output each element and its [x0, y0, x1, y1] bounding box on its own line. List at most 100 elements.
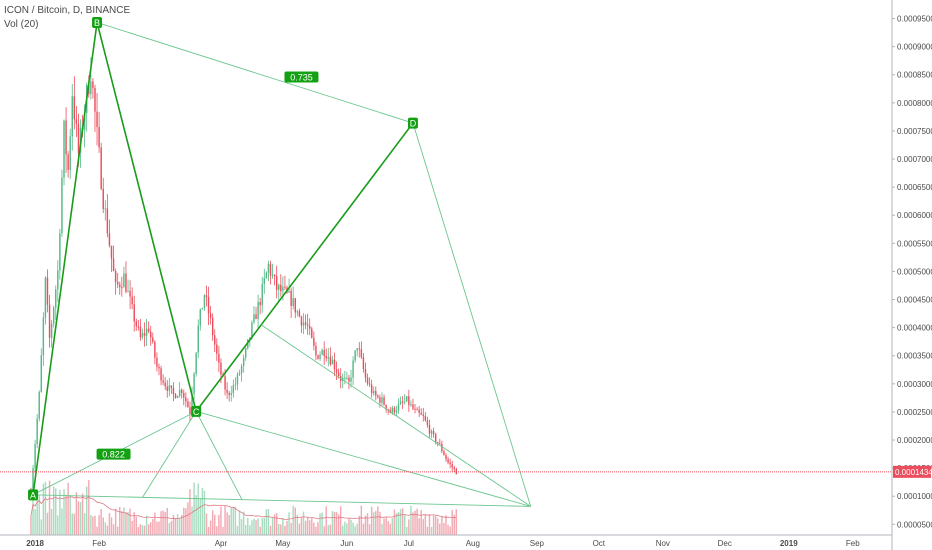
candle-body [379, 397, 381, 403]
candle-body [121, 287, 123, 289]
volume-bar [123, 507, 125, 535]
volume-bar [249, 525, 251, 535]
candle-body [432, 431, 435, 435]
x-tick-label: Apr [215, 539, 228, 548]
volume-bar [94, 515, 96, 535]
volume-bar [422, 519, 425, 535]
volume-bar [216, 526, 218, 535]
volume-bar [387, 520, 389, 535]
volume-bar [445, 515, 447, 535]
candle-body [36, 418, 38, 444]
volume-bar [199, 498, 202, 535]
projection-line-c [196, 410, 531, 507]
candle-body [38, 392, 40, 419]
volume-bar [218, 514, 220, 535]
candle-body [356, 348, 358, 351]
volume-bar [88, 480, 90, 535]
volume-bar [71, 513, 73, 535]
volume-bar [114, 508, 117, 535]
volume-bar [331, 511, 334, 535]
candle-body [259, 301, 261, 306]
candle-body [191, 394, 193, 415]
candle-body [207, 296, 210, 314]
volume-bar [428, 514, 431, 535]
volume-bar [36, 489, 38, 535]
candle-body [116, 281, 119, 285]
candle-body [172, 387, 175, 395]
volume-bar [296, 514, 299, 535]
candle-body [261, 283, 263, 306]
volume-bar [360, 505, 363, 535]
candle-body [236, 374, 239, 385]
symbol-label[interactable]: ICON / Bitcoin, D, BINANCE [4, 5, 131, 16]
candle-body [34, 443, 36, 469]
candle-body [381, 397, 383, 403]
candle-body [255, 314, 257, 320]
volume-bar [228, 514, 230, 535]
volume-bar [242, 511, 245, 535]
candle-body [75, 119, 78, 124]
candle-body [244, 348, 247, 358]
volume-bar [403, 515, 406, 535]
volume-bar [263, 517, 266, 535]
volume-bars [30, 480, 458, 535]
volume-bar [176, 513, 179, 535]
candle-body [119, 284, 121, 288]
x-tick-label: Sep [530, 539, 545, 548]
candle-body [224, 376, 226, 390]
candle-body [393, 407, 396, 413]
volume-bar [362, 523, 365, 535]
volume-bar [290, 522, 292, 535]
volume-bar [426, 526, 429, 535]
volume-bar [350, 519, 352, 535]
volume-bar [46, 512, 49, 535]
y-tick-label: 0.0005500 [897, 239, 932, 248]
y-tick-label: 0.0002500 [897, 408, 932, 417]
candle-body [323, 349, 325, 357]
volume-bar [73, 513, 76, 535]
candle-body [437, 442, 439, 444]
volume-bar [410, 505, 412, 535]
candle-body [373, 390, 375, 394]
point-label-d-text: D [410, 119, 417, 129]
volume-bar [337, 514, 340, 535]
volume-bar [102, 517, 104, 535]
candle-body [42, 317, 45, 356]
y-tick-label: 0.0008000 [897, 99, 932, 108]
volume-bar [302, 511, 305, 535]
volume-bar [44, 481, 47, 535]
x-tick-label: Jun [340, 539, 353, 548]
candle-body [263, 278, 266, 284]
candle-body [350, 377, 352, 382]
volume-bar [135, 516, 138, 535]
volume-bar [168, 523, 171, 535]
candle-body [377, 395, 379, 398]
candle-body [152, 337, 154, 342]
volume-bar [38, 495, 40, 535]
candle-body [265, 272, 268, 279]
volume-bar [401, 508, 404, 535]
candle-body [422, 414, 425, 416]
fan-line-left [142, 411, 197, 498]
volume-bar [391, 518, 394, 535]
volume-indicator-label[interactable]: Vol (20) [4, 19, 39, 30]
y-tick-label: 0.0009500 [897, 15, 932, 24]
x-tick-label: Feb [846, 539, 860, 548]
harmonic-pattern-drawing[interactable]: A B C D 0.822 0.735 [28, 16, 532, 507]
volume-bar [40, 519, 43, 535]
candle-body [414, 408, 416, 410]
volume-bar [424, 515, 427, 535]
candle-body [125, 273, 127, 292]
x-tick-label: May [275, 539, 290, 548]
candle-body [201, 307, 204, 310]
candle-body [329, 356, 332, 365]
volume-bar [83, 513, 86, 535]
volume-bar [449, 526, 451, 535]
volume-bar [147, 524, 150, 535]
volume-bar [323, 526, 325, 535]
volume-bar [121, 511, 123, 535]
candle-body [449, 462, 451, 465]
